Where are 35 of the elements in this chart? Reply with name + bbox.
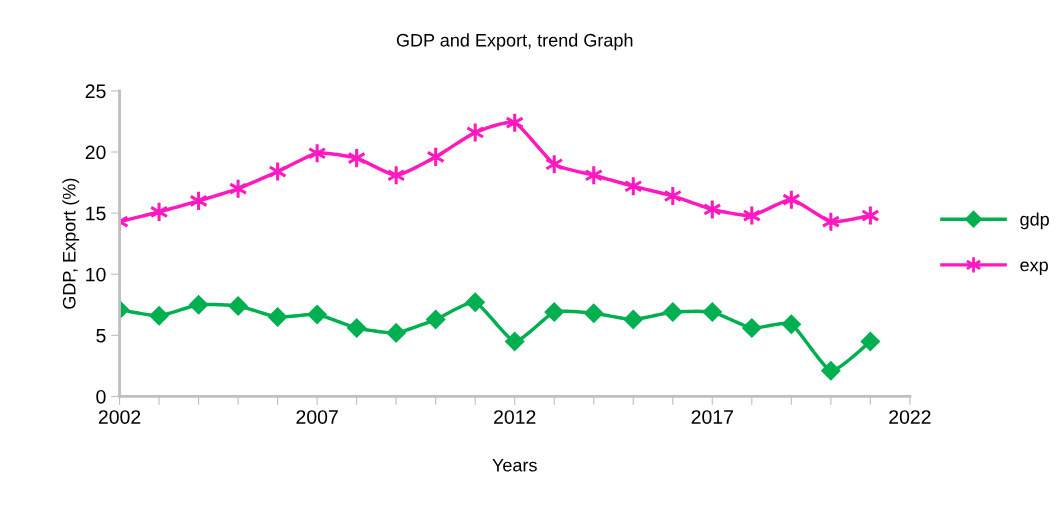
point: [347, 318, 367, 338]
y-tick-label: 20: [85, 145, 106, 160]
point: [149, 306, 169, 326]
y-tick-label: 10: [86, 267, 106, 282]
y-tick-label: 15: [86, 206, 106, 221]
legend-label: exp: [1020, 261, 1048, 275]
point: [742, 318, 762, 338]
point: [189, 295, 208, 315]
point: [584, 303, 604, 323]
point: [821, 361, 841, 381]
point: [505, 332, 525, 351]
chart-title: GDP and Export, trend Graph: [396, 33, 633, 51]
point: [426, 310, 446, 329]
point: [623, 310, 643, 329]
y-tick-label: 5: [96, 328, 106, 343]
y-axis-title: GDP, Export (%): [62, 178, 80, 309]
x-tick-label: 2017: [691, 410, 733, 424]
point: [386, 323, 406, 343]
point: [860, 332, 880, 351]
x-tick-label: 2002: [98, 410, 141, 424]
point: [663, 302, 683, 322]
x-tick-label: 2007: [296, 410, 338, 424]
point: [228, 296, 248, 316]
point: [465, 292, 485, 312]
y-tick-label: 0: [96, 389, 106, 404]
point: [781, 314, 801, 334]
point: [702, 302, 722, 322]
x-tick-label: 2012: [494, 410, 536, 424]
point: [544, 302, 564, 322]
x-tick-label: 2022: [889, 410, 931, 424]
point: [307, 305, 327, 324]
legend-label: gdp: [1020, 212, 1049, 230]
point: [268, 307, 288, 327]
x-axis-title: Years: [492, 458, 537, 472]
y-tick-label: 25: [85, 84, 106, 99]
